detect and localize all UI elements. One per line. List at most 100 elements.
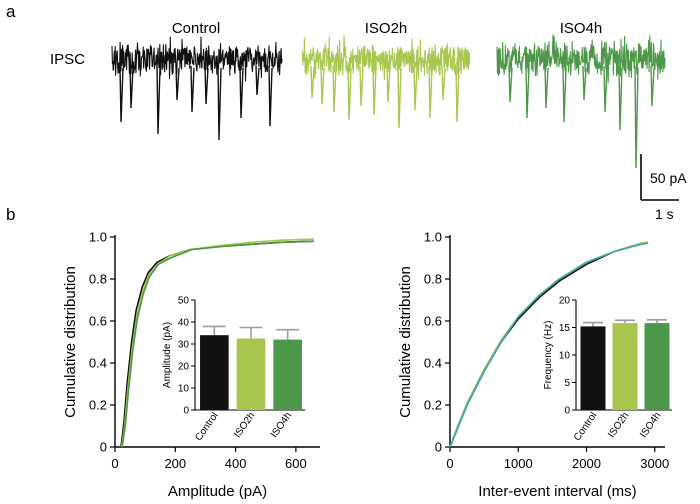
- inset-y-tick-label: 10: [559, 351, 571, 362]
- ipsc-trace-control: [111, 36, 283, 141]
- y-tick-label: 0: [100, 440, 107, 455]
- x-tick-label: 200: [164, 456, 186, 471]
- y-tick-label: 0.2: [424, 398, 442, 413]
- bar-control: [580, 326, 606, 410]
- ipsc-event-control: [175, 65, 180, 101]
- y-tick-label: 0.2: [89, 398, 107, 413]
- scale-bar-vertical-label: 50 pA: [650, 170, 687, 186]
- cdf-line-iso2h: [120, 238, 315, 448]
- ipsc-event-iso2h: [332, 65, 337, 113]
- trace-noise-control: [111, 36, 283, 82]
- inset-y-tick-label: 40: [178, 318, 190, 329]
- panel-a-letter: a: [6, 2, 16, 21]
- ipsc-event-iso4h: [508, 65, 513, 103]
- ipsc-event-iso4h: [562, 65, 567, 123]
- ipsc-event-iso2h: [441, 65, 446, 101]
- inset-y-tick-label: 30: [178, 340, 190, 351]
- x-tick-label: 2000: [572, 456, 601, 471]
- ipsc-event-iso2h: [310, 65, 315, 99]
- inset-y-axis-title: Amplitude (pA): [162, 322, 173, 388]
- x-axis-title: Amplitude (pA): [168, 483, 267, 500]
- bar-iso4h: [273, 339, 302, 410]
- x-tick-label: 0: [446, 456, 453, 471]
- ipsc-event-control: [156, 65, 161, 135]
- inset-category-label-iso2h: ISO2h: [232, 410, 257, 440]
- bar-iso4h: [644, 323, 670, 410]
- ipsc-event-iso2h: [455, 65, 460, 123]
- ipsc-event-iso4h: [618, 65, 623, 131]
- y-axis-title: Cumulative distribution: [397, 266, 414, 418]
- ipsc-event-iso4h: [634, 65, 639, 169]
- panel-b-letter: b: [6, 205, 15, 224]
- inset-y-tick-label: 10: [178, 384, 190, 395]
- scale-bar-horizontal-label: 1 s: [655, 206, 674, 222]
- condition-title-control: Control: [172, 20, 220, 37]
- ipsc-event-control: [255, 65, 260, 96]
- y-tick-label: 0.6: [89, 314, 107, 329]
- ipsc-event-iso2h: [428, 65, 433, 119]
- ipsc-event-control: [239, 65, 244, 119]
- ipsc-trace-iso4h: [496, 34, 666, 169]
- ipsc-event-control: [204, 65, 209, 105]
- ipsc-event-iso2h: [320, 65, 325, 105]
- cdf-line-iso4h: [449, 242, 649, 448]
- inset-category-label-control: Control: [572, 410, 600, 443]
- inset-y-tick-label: 0: [183, 406, 189, 417]
- inset-y-tick-label: 50: [178, 296, 190, 307]
- condition-title-iso4h: ISO4h: [560, 20, 603, 37]
- x-tick-label: 400: [225, 456, 247, 471]
- inset-y-tick-label: 15: [559, 323, 571, 334]
- inset-category-label-iso4h: ISO4h: [269, 410, 294, 440]
- ipsc-event-iso2h: [386, 65, 391, 103]
- ipsc-event-control: [119, 65, 124, 123]
- y-tick-label: 0.8: [89, 272, 107, 287]
- trace-noise-iso2h: [301, 35, 471, 80]
- y-tick-label: 1.0: [89, 230, 107, 245]
- inset-category-label-control: Control: [193, 410, 221, 443]
- inset-y-tick-label: 0: [564, 406, 570, 417]
- ipsc-trace-iso2h: [301, 35, 471, 129]
- ipsc-event-iso2h: [359, 65, 364, 107]
- ipsc-event-control: [190, 65, 195, 113]
- ipsc-row-label: IPSC: [50, 51, 85, 68]
- inset-y-tick-label: 5: [564, 378, 570, 389]
- ipsc-event-control: [129, 65, 134, 109]
- ipsc-event-iso4h: [525, 65, 530, 119]
- x-axis-title: Inter-event interval (ms): [478, 483, 636, 500]
- bar-iso2h: [612, 323, 638, 410]
- ipsc-event-iso2h: [397, 65, 402, 129]
- inset-y-axis-title: Frequency (Hz): [543, 321, 554, 390]
- inset-y-tick-label: 20: [178, 362, 190, 373]
- y-tick-label: 0.8: [424, 272, 442, 287]
- bar-iso2h: [236, 338, 266, 410]
- x-tick-label: 1000: [504, 456, 533, 471]
- interval-cdf-chart: 0 0.2 0.4 0.6 0.8 1.0 0 1000 2000 3000 Inter-event…: [397, 230, 672, 500]
- y-tick-label: 0: [435, 440, 442, 455]
- inset-y-tick-label: 20: [559, 296, 571, 307]
- y-tick-label: 1.0: [424, 230, 442, 245]
- inset-category-label-iso2h: ISO2h: [606, 410, 631, 440]
- scale-bar: 50 pA 1 s: [640, 154, 687, 222]
- ipsc-event-iso4h: [582, 65, 587, 101]
- ipsc-event-iso2h: [347, 65, 352, 121]
- y-axis-title: Cumulative distribution: [62, 266, 79, 418]
- cdf-line-iso4h: [121, 240, 315, 448]
- ipsc-event-iso2h: [372, 65, 377, 116]
- y-tick-label: 0.4: [424, 356, 442, 371]
- x-tick-label: 3000: [640, 456, 669, 471]
- x-tick-label: 0: [111, 456, 118, 471]
- trace-noise-iso4h: [496, 34, 666, 84]
- inset-bar-chart: 0 5 10 15 20 Frequency (Hz) Control ISO2h ISO4h: [543, 296, 672, 443]
- condition-title-iso2h: ISO2h: [365, 20, 408, 37]
- inset-category-label-iso4h: ISO4h: [638, 410, 663, 440]
- inset-bar-chart: 0 10 20 30 40 50 Amplitude (pA) Control ISO2h ISO…: [162, 296, 305, 443]
- ipsc-event-iso2h: [413, 65, 418, 111]
- ipsc-event-iso4h: [650, 65, 655, 107]
- bar-control: [200, 335, 229, 410]
- x-tick-label: 600: [285, 456, 307, 471]
- y-tick-label: 0.4: [89, 356, 107, 371]
- ipsc-event-iso4h: [544, 65, 549, 109]
- ipsc-event-control: [268, 65, 273, 127]
